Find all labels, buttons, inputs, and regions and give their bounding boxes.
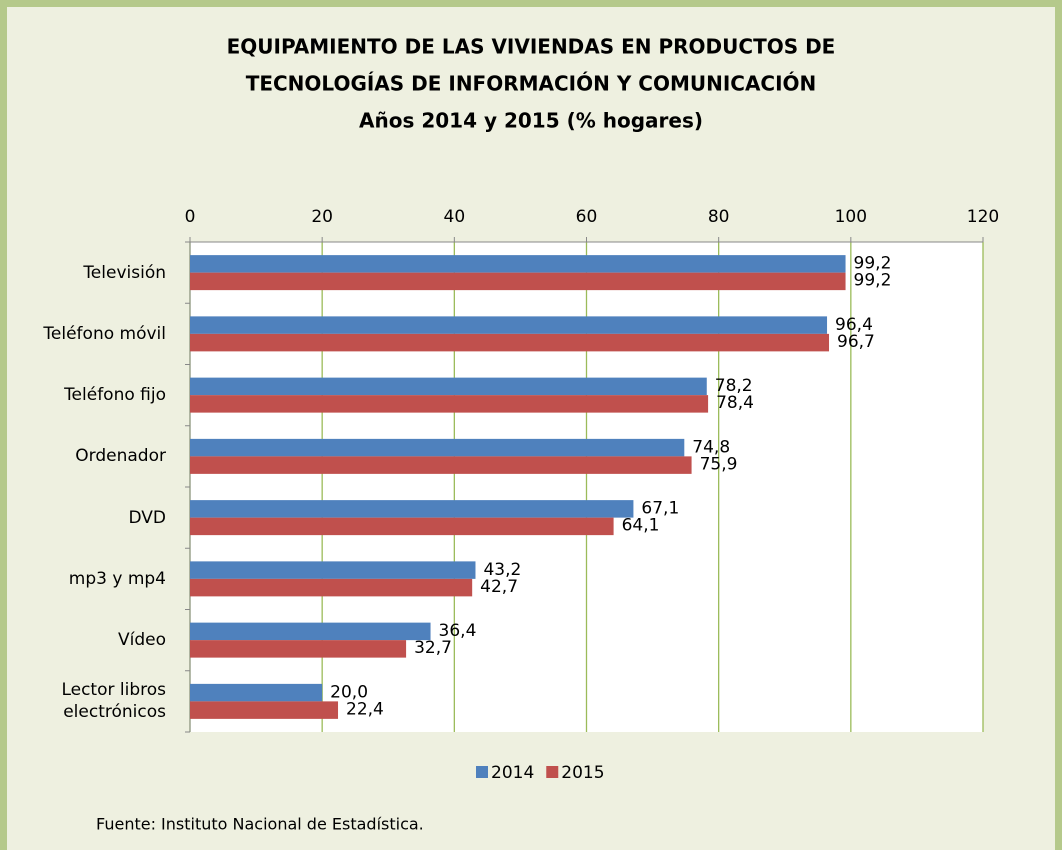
x-tick-label: 0: [185, 207, 196, 227]
data-label: 64,1: [622, 516, 660, 536]
chart-subtitle: Años 2014 y 2015 (% hogares): [359, 109, 703, 133]
y-tick-label: Vídeo: [117, 630, 166, 651]
chart-title: EQUIPAMIENTO DE LAS VIVIENDAS EN PRODUCT…: [227, 35, 836, 59]
source-note: Fuente: Instituto Nacional de Estadístic…: [96, 815, 424, 834]
x-tick-label: 100: [835, 207, 867, 227]
legend-label: 2015: [561, 763, 604, 783]
data-label: 78,2: [715, 376, 753, 396]
data-label: 20,0: [330, 682, 368, 702]
data-label: 99,2: [854, 271, 892, 291]
bar: [190, 500, 634, 518]
legend-label: 2014: [491, 763, 534, 783]
data-label: 42,7: [480, 577, 518, 597]
bar: [190, 456, 692, 474]
bar: [190, 640, 407, 658]
bar: [190, 395, 709, 413]
legend-swatch: [546, 766, 559, 778]
x-tick-label: 80: [708, 207, 730, 227]
data-label: 74,8: [692, 437, 730, 457]
data-label: 96,7: [837, 332, 875, 352]
bar: [190, 316, 828, 334]
bar: [190, 561, 476, 579]
x-tick-label: 120: [967, 207, 999, 227]
bar: [190, 622, 431, 641]
data-label: 96,4: [835, 315, 873, 335]
bar: [190, 272, 846, 291]
bar: [190, 377, 707, 396]
x-tick-label: 20: [311, 207, 333, 227]
y-tick-label: DVD: [128, 507, 166, 528]
data-label: 75,9: [700, 454, 738, 474]
y-tick-label: Lector libros electrónicos: [61, 680, 166, 723]
y-tick-label: Televisión: [83, 262, 166, 283]
bar: [190, 683, 323, 702]
bar: [190, 333, 830, 352]
data-label: 67,1: [641, 499, 679, 519]
data-label: 99,2: [854, 254, 892, 274]
bar: [190, 517, 614, 536]
data-label: 43,2: [483, 560, 521, 580]
legend-swatch: [476, 766, 488, 778]
y-tick-label: mp3 y mp4: [68, 568, 166, 589]
data-label: 22,4: [346, 699, 384, 719]
chart-title: TECNOLOGÍAS DE INFORMACIÓN Y COMUNICACIÓ…: [246, 72, 817, 96]
y-tick-label: Teléfono fijo: [64, 385, 166, 406]
bar: [190, 701, 339, 719]
y-tick-label: Teléfono móvil: [43, 323, 166, 344]
bar: [190, 578, 473, 597]
bar: [190, 255, 846, 273]
y-tick-label: Ordenador: [75, 446, 166, 467]
data-label: 32,7: [414, 638, 452, 658]
bar: [190, 438, 685, 457]
data-label: 36,4: [439, 621, 477, 641]
data-label: 78,4: [716, 393, 754, 413]
x-tick-label: 40: [444, 207, 466, 227]
x-tick-label: 60: [576, 207, 598, 227]
